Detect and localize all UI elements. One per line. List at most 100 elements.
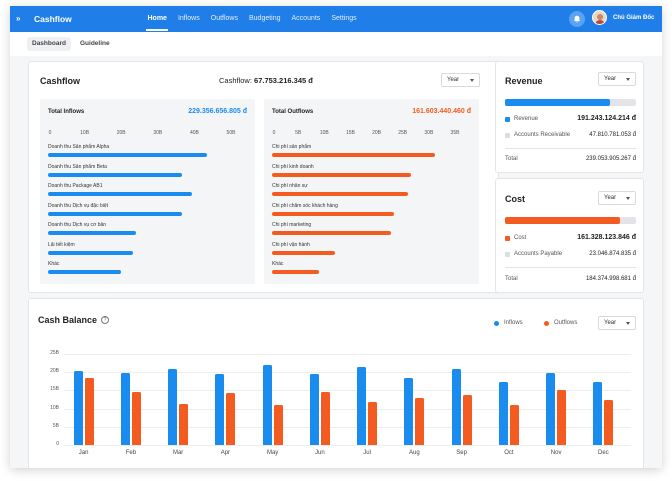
outflows-bar-dec[interactable]	[604, 399, 614, 445]
inflows-bar-may[interactable]	[262, 364, 272, 445]
inflows-bar[interactable]	[48, 250, 134, 255]
inflows-legend-label[interactable]: Inflows	[504, 320, 523, 326]
revenue-period-select[interactable]: Year	[598, 72, 636, 86]
outflows-bar-mar[interactable]	[179, 404, 189, 445]
outflows-category-label: Chi phí vận hành	[272, 241, 310, 248]
nav-settings[interactable]: Settings	[331, 15, 357, 22]
outflows-legend-label[interactable]: Outflows	[554, 320, 578, 326]
outflows-bar-feb[interactable]	[131, 392, 141, 445]
tab-dashboard[interactable]: Dashboard	[27, 37, 71, 51]
outflows-axis-tick: 0	[272, 130, 276, 136]
inflows-bar[interactable]	[48, 211, 182, 216]
outflows-bar[interactable]	[272, 270, 320, 274]
x-axis-month-label: Sep	[456, 450, 467, 456]
cost-card: Cost Year Cost 161.328.123.846 đ Account…	[495, 178, 644, 293]
cash-balance-period-select[interactable]: Year	[598, 316, 636, 330]
inflows-bar[interactable]	[48, 270, 121, 274]
nav-accounts[interactable]: Accounts	[291, 15, 321, 22]
inflows-bar-oct[interactable]	[498, 382, 508, 445]
inflows-bar-mar[interactable]	[168, 369, 178, 445]
outflows-category-label: Chi phí chăm sóc khách hàng	[272, 202, 338, 209]
tab-guideline[interactable]: Guideline	[80, 40, 110, 47]
nav-budgeting[interactable]: Budgeting	[248, 15, 281, 22]
inflows-total: 229.356.656.805 đ	[188, 108, 247, 115]
x-axis-month-label: Aug	[409, 450, 420, 456]
outflows-bar[interactable]	[272, 192, 408, 196]
x-axis-month-label: Oct	[504, 450, 514, 456]
outflows-axis-tick: 35B	[450, 130, 460, 136]
outflows-axis-tick: 25B	[398, 130, 408, 136]
nav-outflows[interactable]: Outflows	[210, 15, 238, 22]
cashflow-summary: Cashflow: 67.753.216.345 đ	[219, 76, 313, 85]
y-axis-tick: 5B	[52, 422, 59, 429]
inflows-bar[interactable]	[48, 192, 192, 196]
inflows-bar-feb[interactable]	[120, 373, 130, 445]
revenue-progress-track	[505, 99, 636, 106]
outflows-bar-oct[interactable]	[509, 405, 519, 445]
inflows-bar-dec[interactable]	[593, 382, 603, 445]
outflows-bar-may[interactable]	[273, 404, 283, 445]
outflows-bar-aug[interactable]	[415, 398, 425, 445]
outflows-bar[interactable]	[272, 172, 412, 177]
gridline	[64, 354, 631, 355]
outflows-total: 161.603.440.460 đ	[412, 108, 471, 115]
inflows-bar[interactable]	[48, 153, 208, 157]
outflows-axis-tick: 20B	[372, 130, 382, 136]
outflows-axis-tick: 15B	[345, 130, 355, 136]
inflows-bar-sep[interactable]	[451, 369, 461, 445]
app-window: » Cashflow Home Inflows Outflows Budgeti…	[10, 6, 662, 468]
cost-row-value: 161.328.123.846 đ	[577, 234, 636, 241]
inflows-bar-nov[interactable]	[546, 372, 556, 445]
outflows-bar-apr[interactable]	[226, 392, 236, 445]
help-icon[interactable]: ?	[101, 316, 109, 324]
outflows-bar-sep[interactable]	[462, 395, 472, 445]
inflows-bar-apr[interactable]	[215, 374, 225, 445]
cost-progress-fill	[505, 217, 620, 224]
user-avatar[interactable]	[592, 10, 607, 25]
revenue-row-label: Revenue	[514, 116, 539, 122]
inflows-bar-jul[interactable]	[357, 366, 367, 445]
inflows-category-label: Doanh thu Sản phẩm Beta	[48, 163, 107, 170]
cost-period-select[interactable]: Year	[598, 191, 636, 205]
outflows-bar-nov[interactable]	[557, 389, 567, 445]
chevron-down-icon	[626, 78, 630, 81]
revenue-progress-fill	[505, 99, 610, 106]
cash-balance-title: Cash Balance	[38, 315, 98, 325]
outflows-category-label: Khác	[272, 261, 284, 267]
inflows-bar[interactable]	[48, 172, 182, 177]
cashflow-period-select[interactable]: Year	[441, 73, 480, 87]
gridline	[64, 390, 631, 392]
outflows-bar-jul[interactable]	[368, 402, 378, 445]
inflows-bar-jan[interactable]	[73, 371, 83, 445]
inflows-category-label: Khác	[48, 261, 60, 267]
receivable-row-label: Accounts Receivable	[514, 132, 571, 138]
chevron-down-icon	[470, 79, 474, 82]
inflows-bar[interactable]	[48, 231, 136, 235]
outflows-bar-jan[interactable]	[84, 377, 94, 445]
gridline	[64, 426, 631, 428]
nav-inflows[interactable]: Inflows	[177, 15, 200, 22]
menu-toggle-icon[interactable]: »	[16, 14, 21, 23]
gridline	[64, 372, 631, 374]
y-axis-tick: 10B	[50, 404, 59, 411]
inflows-axis-tick: 10B	[80, 130, 90, 136]
inflows-bar-jun[interactable]	[309, 374, 319, 445]
outflows-bar[interactable]	[272, 211, 394, 216]
nav-home[interactable]: Home	[142, 6, 172, 32]
inflows-axis-tick: 20B	[116, 130, 126, 136]
outflows-bar[interactable]	[272, 231, 392, 235]
outflows-bar-jun[interactable]	[320, 392, 330, 445]
inflows-bar-aug[interactable]	[404, 377, 414, 445]
inflows-panel: Total Inflows 229.356.656.805 đ 0 10B 20B 3…	[40, 99, 255, 284]
y-axis-tick: 15B	[50, 386, 59, 393]
outflows-bar[interactable]	[272, 153, 436, 157]
user-name[interactable]: Chủ Giám Đốc	[613, 15, 655, 21]
inflows-legend-dot	[494, 321, 499, 326]
outflows-bar[interactable]	[272, 250, 335, 255]
revenue-title: Revenue	[505, 76, 543, 86]
x-axis-month-label: May	[266, 450, 279, 456]
bell-icon[interactable]	[569, 11, 585, 27]
cost-total-label: Total	[505, 276, 518, 282]
x-axis-month-label: Mar	[172, 450, 184, 456]
outflows-category-label: Chi phí kinh doanh	[272, 163, 314, 170]
